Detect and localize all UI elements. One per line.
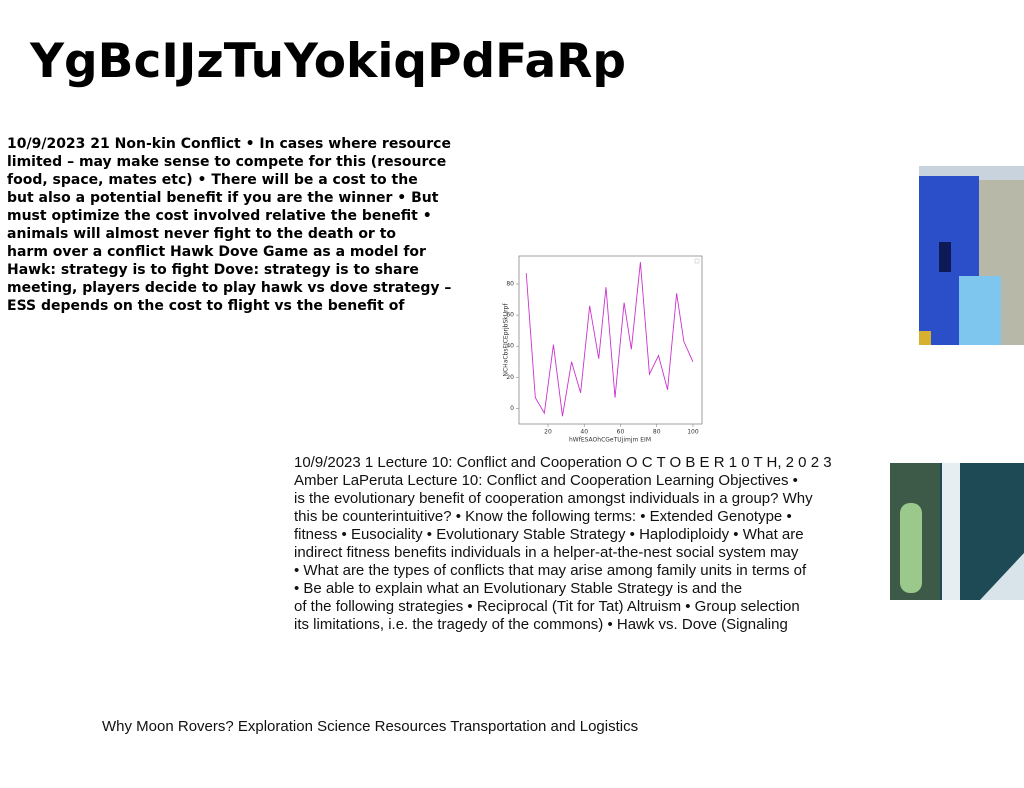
line-series — [525, 262, 694, 417]
x-tick-label: 80 — [653, 429, 661, 436]
text-line: harm over a conflict Hawk Dove Game as a… — [7, 244, 426, 260]
text-line: fitness • Eusociality • Evolutionary Sta… — [294, 526, 804, 543]
page-title: YgBcIJzTuYokiqPdFaRp — [30, 34, 627, 89]
text-line: of the following strategies • Reciprocal… — [294, 598, 800, 615]
text-line: this be counterintuitive? • Know the fol… — [294, 508, 792, 525]
y-tick-label: 20 — [506, 374, 514, 381]
chart: hWfESAOhCGeTUjimjm EIM NCHaCbsFICEprjbSk… — [503, 255, 703, 444]
text-line: Hawk: strategy is to fight Dove: strateg… — [7, 262, 419, 278]
text-line: ESS depends on the cost to flight vs the… — [7, 298, 405, 314]
y-tick-label: 40 — [506, 343, 514, 350]
text-line: meeting, players decide to play hawk vs … — [7, 280, 452, 296]
text-line: indirect fitness benefits individuals in… — [294, 544, 799, 561]
text-line: • What are the types of conflicts that m… — [294, 562, 807, 579]
x-axis-label: hWfESAOhCGeTUjimjm EIM — [569, 437, 651, 444]
x-tick-label: 60 — [617, 429, 625, 436]
x-tick-label: 40 — [580, 429, 588, 436]
legend-box — [694, 258, 700, 264]
x-tick-label: 100 — [687, 429, 699, 436]
text-line: is the evolutionary benefit of cooperati… — [294, 490, 813, 507]
text-line: food, space, mates etc) • There will be … — [7, 172, 418, 188]
y-tick-label: 80 — [506, 281, 514, 288]
text-line: • Be able to explain what an Evolutionar… — [294, 580, 743, 597]
text-line: must optimize the cost involved relative… — [7, 208, 432, 224]
y-axis-label: NCHaCbsFICEprjbSkUrpf — [503, 303, 510, 377]
y-tick-label: 0 — [510, 405, 514, 412]
image-building — [919, 166, 1024, 345]
image-water — [890, 463, 1024, 600]
text-line: animals will almost never fight to the d… — [7, 226, 397, 242]
middle-text: 10/9/2023 1 Lecture 10: Conflict and Coo… — [294, 454, 832, 634]
x-tick-label: 20 — [544, 429, 552, 436]
text-line: Amber LaPeruta Lecture 10: Conflict and … — [294, 472, 798, 489]
text-line: limited – may make sense to compete for … — [7, 154, 447, 170]
footer-text: Why Moon Rovers? Exploration Science Res… — [102, 718, 639, 735]
text-line: but also a potential benefit if you are … — [7, 190, 439, 206]
y-tick-label: 60 — [506, 312, 514, 319]
left-text: 10/9/2023 21 Non-kin Conflict • In cases… — [7, 135, 451, 315]
text-line: 10/9/2023 21 Non-kin Conflict • In cases… — [7, 136, 451, 152]
text-line: 10/9/2023 1 Lecture 10: Conflict and Coo… — [294, 454, 832, 471]
text-line: its limitations, i.e. the tragedy of the… — [294, 616, 788, 633]
plot-frame — [518, 255, 703, 425]
